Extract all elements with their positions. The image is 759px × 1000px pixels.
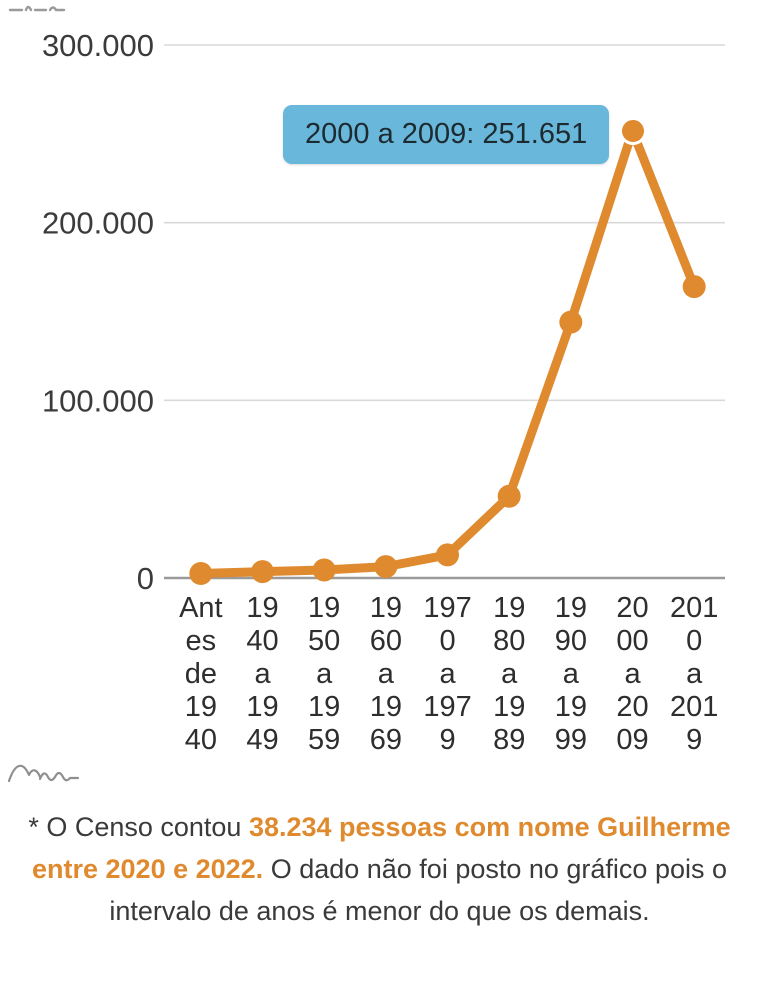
footnote-prefix: * O Censo contou: [28, 812, 249, 842]
cropped-artifact-shape: [8, 5, 66, 12]
svg-text:300.000: 300.000: [42, 28, 154, 63]
highlighted-point[interactable]: [618, 116, 647, 145]
x-tick-label: 19 80 a 19 89: [493, 592, 526, 756]
decade-line-chart[interactable]: 0 100.000 200.000 300.000 2000 a 2009: 251.…: [0, 0, 759, 760]
footnote: * O Censo contou 38.234 pessoas com nome…: [0, 806, 759, 932]
svg-text:200.000: 200.000: [42, 206, 154, 241]
waves-logo-shape: [7, 764, 80, 783]
footnote-highlight: 38.234 pessoas com nome Guilherme entre …: [32, 812, 731, 884]
tooltip: 2000 a 2009: 251.651: [283, 105, 610, 164]
waves-logo-icon: [6, 755, 98, 790]
cropped-artifact-icon: [8, 0, 68, 13]
svg-text:0: 0: [137, 561, 154, 596]
svg-text:100.000: 100.000: [42, 383, 154, 418]
x-tick-label: 197 0 a 197 9: [423, 592, 472, 756]
x-axis-labels: Ant es de 19 40 19 40 a 19 49 19 50 a 19 5…: [170, 592, 725, 757]
x-tick-label: 19 50 a 19 59: [308, 592, 341, 756]
x-tick-label: 19 60 a 19 69: [369, 592, 402, 756]
x-tick-label: Ant es de 19 40: [179, 592, 223, 756]
line-chart-svg[interactable]: 0 100.000 200.000 300.000: [0, 0, 759, 760]
x-tick-label: 19 90 a 19 99: [554, 592, 587, 756]
x-tick-label: 20 00 a 20 09: [616, 592, 649, 756]
x-tick-label: 19 40 a 19 49: [246, 592, 279, 756]
footnote-suffix: O dado não foi posto no gráfico pois o i…: [109, 854, 727, 926]
x-tick-label: 201 0 a 201 9: [670, 592, 719, 756]
